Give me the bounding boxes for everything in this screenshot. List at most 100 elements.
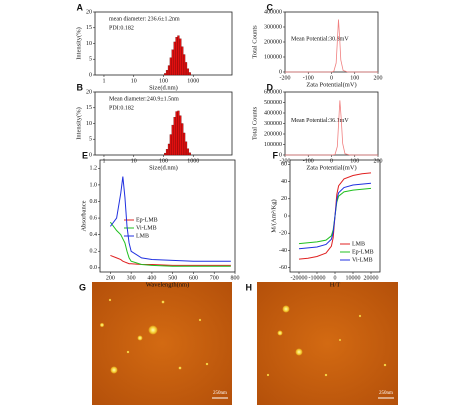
x-tick-label: -20000: [291, 275, 308, 281]
y-tick-label: 15: [86, 25, 92, 31]
x-tick-label: 1: [102, 158, 105, 164]
y-tick-label: 0: [284, 213, 287, 219]
histogram-bar: [171, 124, 174, 156]
histogram-bar: [173, 117, 176, 156]
x-axis-label: Wavelength(nm): [146, 281, 190, 288]
x-tick-label: 10: [131, 78, 137, 84]
y-tick-label: 0: [89, 72, 92, 78]
histogram-bar: [164, 152, 167, 156]
histogram-bar: [183, 132, 186, 156]
histogram-bar: [173, 41, 176, 76]
panel-label: G: [79, 282, 86, 292]
panel-label: B: [77, 82, 84, 92]
histogram-bar: [188, 152, 191, 156]
y-tick-label: 0.6: [90, 215, 98, 221]
histogram-bar: [165, 70, 169, 76]
y-tick-label: 0: [279, 69, 282, 75]
histogram-bar: [175, 37, 178, 76]
y-tick-label: 200000: [264, 39, 282, 45]
y-tick-label: 0.8: [90, 199, 98, 205]
y-axis-label: Intensity(%): [75, 107, 82, 140]
histogram-bar: [186, 148, 190, 156]
line: [285, 100, 378, 156]
y-tick-label: 200000: [264, 131, 282, 137]
y-tick-label: 100000: [264, 54, 282, 60]
histogram-bar: [188, 72, 191, 76]
afm-image-h: [257, 282, 398, 405]
histogram-bar: [186, 68, 190, 76]
x-tick-label: -200: [280, 75, 291, 81]
annotation: Mean Potential:36.1mV: [291, 118, 349, 124]
y-tick-label: 10: [86, 41, 92, 47]
histogram-bar: [181, 123, 184, 156]
y-tick-label: 20: [86, 89, 92, 95]
y-tick-label: 20: [86, 9, 92, 15]
y-tick-label: 10: [86, 121, 92, 127]
x-tick-label: -10000: [309, 275, 326, 281]
histogram-bar: [183, 54, 186, 76]
panel-label: A: [77, 2, 84, 12]
line: [110, 254, 231, 266]
y-tick-label: 0.2: [90, 249, 98, 255]
legend-label: Ep-LMB: [352, 249, 374, 255]
legend-label: Ep-LMB: [136, 217, 158, 223]
y-tick-label: 40: [281, 179, 287, 185]
y-tick-label: 300000: [264, 121, 282, 127]
x-tick-label: 10000: [346, 275, 361, 281]
histogram-bar: [179, 115, 182, 156]
x-tick-label: 100: [350, 158, 359, 164]
x-tick-label: 10: [131, 158, 137, 164]
x-tick-label: 600: [189, 275, 198, 281]
y-tick-label: 400000: [264, 9, 282, 15]
line: [298, 182, 372, 250]
y-axis-label: M/(Am²/Kg): [270, 199, 277, 232]
scale-bar-label: 250nm: [213, 391, 227, 396]
annotation: Mean Potential:30.8mV: [291, 36, 349, 42]
histogram-bar: [177, 110, 180, 156]
legend-label: LMB: [352, 241, 365, 247]
histogram-bar: [167, 65, 171, 76]
y-tick-label: 0: [279, 152, 282, 158]
x-tick-label: 300: [127, 275, 136, 281]
x-tick-label: 100: [159, 158, 168, 164]
x-tick-label: 100: [350, 75, 359, 81]
x-tick-label: 0: [334, 275, 337, 281]
histogram-bar: [181, 46, 184, 76]
x-tick-label: 200: [374, 75, 383, 81]
x-tick-label: 1: [102, 78, 105, 84]
y-axis-label: Total Counts: [251, 106, 258, 140]
histogram-bar: [171, 49, 174, 76]
y-tick-label: -60: [279, 265, 287, 271]
x-axis-label: Size(d.nm): [149, 164, 178, 171]
y-axis-label: Total Counts: [251, 25, 258, 59]
panel-label: H: [246, 282, 253, 292]
y-tick-label: 5: [89, 137, 92, 143]
line: [285, 19, 378, 73]
x-tick-label: 200: [106, 275, 115, 281]
y-tick-label: 0: [89, 152, 92, 158]
y-tick-label: 300000: [264, 24, 282, 30]
line: [109, 221, 231, 267]
histogram-bar: [165, 149, 169, 156]
legend-label: Vi-LMB: [352, 257, 373, 263]
x-axis-label: Size(d.nm): [149, 84, 178, 91]
x-tick-label: 100: [159, 78, 168, 84]
x-tick-label: 700: [210, 275, 219, 281]
annotation: mean diameter: 236.6±1.2nm: [109, 16, 180, 22]
x-tick-label: -100: [303, 75, 314, 81]
panel-label: E: [82, 150, 88, 160]
histogram-bar: [177, 35, 180, 76]
y-tick-label: 0.4: [90, 232, 98, 238]
y-axis-label: Intensity(%): [75, 27, 82, 60]
histogram-bar: [184, 141, 188, 156]
legend-label: Vi-LMB: [136, 225, 157, 231]
x-tick-label: 0: [330, 158, 333, 164]
line: [109, 176, 231, 262]
y-tick-label: 100000: [264, 142, 282, 148]
histogram-bar: [169, 57, 172, 76]
panel-label: F: [273, 150, 279, 160]
x-tick-label: 200: [374, 158, 383, 164]
y-tick-label: 60: [281, 162, 287, 168]
y-tick-label: 5: [89, 57, 92, 63]
